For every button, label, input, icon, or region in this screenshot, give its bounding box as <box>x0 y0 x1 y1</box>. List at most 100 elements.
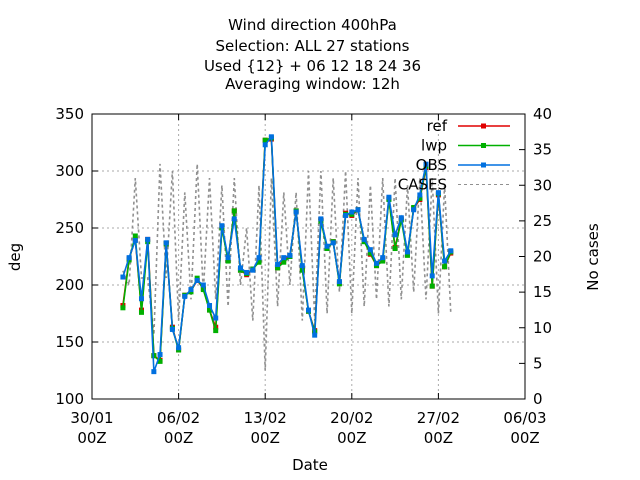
point-obs <box>120 274 126 280</box>
x-tick-label-hour: 00Z <box>251 429 280 447</box>
point-obs <box>374 260 380 266</box>
point-obs <box>380 255 386 261</box>
point-obs <box>367 247 373 253</box>
y2-tick-label: 20 <box>533 248 552 266</box>
point-obs <box>225 255 231 261</box>
series-line-cases <box>122 163 452 371</box>
x-tick-label-hour: 00Z <box>77 429 106 447</box>
legend-marker-obs <box>481 162 486 168</box>
point-lwp <box>262 137 268 143</box>
point-lwp <box>281 259 287 265</box>
point-obs <box>126 255 132 261</box>
point-obs <box>169 326 175 332</box>
point-obs <box>343 212 349 218</box>
point-obs <box>176 345 182 351</box>
point-obs <box>151 369 157 375</box>
point-obs <box>312 332 318 338</box>
point-obs <box>244 269 250 275</box>
legend-marker-lwp <box>481 143 486 148</box>
point-obs <box>417 192 423 198</box>
point-obs <box>306 307 311 313</box>
point-lwp <box>275 265 281 271</box>
point-obs <box>448 248 454 254</box>
plot-frame <box>91 113 526 400</box>
legend-label-ref: ref <box>427 117 448 135</box>
point-obs <box>411 207 417 213</box>
point-lwp <box>367 250 373 256</box>
x-tick-label-date: 27/02 <box>417 409 460 427</box>
y2-axis-label: No cases <box>584 223 602 291</box>
point-obs <box>355 207 361 213</box>
point-obs <box>207 303 213 309</box>
y-tick-label: 250 <box>55 219 84 237</box>
point-obs <box>361 236 367 242</box>
point-obs <box>404 249 410 255</box>
point-lwp <box>392 246 398 252</box>
y2-tick-label: 10 <box>533 319 552 337</box>
point-obs <box>429 273 435 279</box>
point-lwp <box>157 358 163 364</box>
point-obs <box>423 161 429 167</box>
point-obs <box>213 315 219 321</box>
point-lwp <box>213 328 219 334</box>
chart-title-line-4: Averaging window: 12h <box>225 75 400 93</box>
point-obs <box>188 287 194 293</box>
point-lwp <box>417 195 423 201</box>
point-lwp <box>132 233 138 239</box>
x-axis-label: Date <box>292 456 328 474</box>
point-obs <box>293 209 299 215</box>
legend-label-cases: CASES <box>398 176 447 194</box>
point-lwp <box>404 252 410 258</box>
x-tick-label-hour: 00Z <box>510 429 539 447</box>
point-lwp <box>138 309 144 315</box>
point-obs <box>138 296 144 302</box>
point-obs <box>275 261 281 267</box>
data-series <box>120 134 454 375</box>
chart-title-line-1: Wind direction 400hPa <box>228 16 397 34</box>
point-obs <box>336 279 342 285</box>
point-obs <box>132 238 138 244</box>
x-tick-label-date: 06/02 <box>157 409 200 427</box>
series-line-obs <box>122 134 452 372</box>
point-obs <box>163 240 169 246</box>
point-obs <box>194 277 200 283</box>
point-obs <box>237 265 243 271</box>
y2-tick-label: 30 <box>533 176 552 194</box>
x-tick-label-hour: 00Z <box>337 429 366 447</box>
axes: 100 150 200 250 300 350 0 5 10 15 20 25 30 35 40 30/01 0… <box>55 105 552 447</box>
point-obs <box>250 267 256 273</box>
point-obs <box>287 252 293 258</box>
point-obs <box>392 232 398 238</box>
point-lwp <box>225 258 231 264</box>
point-obs <box>442 258 448 264</box>
point-lwp <box>380 258 386 264</box>
point-obs <box>330 240 336 246</box>
point-obs <box>324 243 330 249</box>
x-tick-label-date: 13/02 <box>244 409 287 427</box>
chart-title-line-3: Used {12} + 06 12 18 24 36 <box>203 57 422 75</box>
point-lwp <box>231 208 237 214</box>
y-tick-label: 100 <box>55 390 84 408</box>
point-obs <box>219 223 225 229</box>
y-tick-label: 350 <box>55 105 84 123</box>
x-tick-label-date: 20/02 <box>330 409 373 427</box>
point-obs <box>231 216 237 222</box>
y-tick-label: 200 <box>55 276 84 294</box>
point-obs <box>200 282 206 288</box>
point-lwp <box>120 305 126 311</box>
point-obs <box>386 194 392 200</box>
point-obs <box>349 209 355 215</box>
point-obs <box>145 236 151 242</box>
chart-title-line-2: Selection: ALL 27 stations <box>215 37 410 55</box>
cases-series <box>122 163 452 371</box>
point-obs <box>157 352 163 358</box>
y2-tick-label: 40 <box>533 105 552 123</box>
point-lwp <box>429 283 435 289</box>
point-obs <box>182 293 188 299</box>
point-obs <box>281 255 287 261</box>
point-obs <box>398 215 404 221</box>
point-obs <box>256 255 262 261</box>
y2-tick-label: 5 <box>533 354 543 372</box>
